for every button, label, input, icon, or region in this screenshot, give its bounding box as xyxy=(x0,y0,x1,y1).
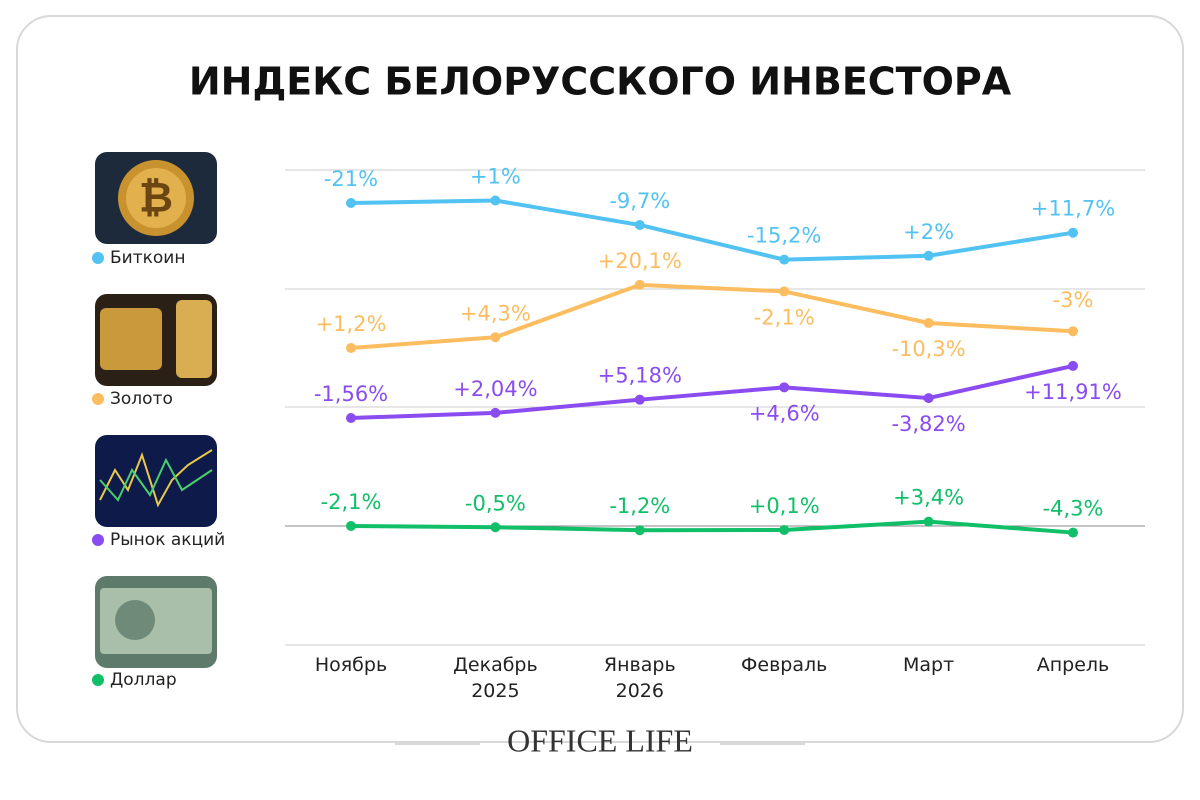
point xyxy=(923,393,934,404)
x-tick-label-box: Январь 2026 xyxy=(603,654,676,702)
point xyxy=(346,198,356,208)
x-tick-label: Апрель xyxy=(1036,654,1110,676)
value-label: +2,04% xyxy=(453,377,537,401)
series-line xyxy=(350,198,1074,262)
point xyxy=(634,394,645,405)
point xyxy=(1068,227,1078,238)
legend-dot xyxy=(92,674,104,686)
point xyxy=(634,525,645,536)
legend-dot xyxy=(92,534,104,546)
legend-label: Доллар xyxy=(110,670,177,690)
point xyxy=(923,516,934,527)
value-label: -3,82% xyxy=(891,412,965,436)
point xyxy=(346,521,356,531)
point xyxy=(779,286,790,297)
point xyxy=(490,195,501,206)
point xyxy=(490,407,501,418)
series-line xyxy=(350,282,1074,350)
point xyxy=(923,250,934,261)
card xyxy=(16,15,1184,743)
series-line xyxy=(350,363,1074,420)
point xyxy=(634,219,645,230)
series-line xyxy=(350,519,1074,535)
value-label: -10,3% xyxy=(891,337,965,361)
value-label: -2,1% xyxy=(754,305,815,329)
point xyxy=(779,382,790,393)
point xyxy=(779,524,790,535)
value-label: -9,7% xyxy=(609,189,670,213)
point xyxy=(634,279,645,290)
value-label: -21% xyxy=(324,167,378,191)
value-label: +4,6% xyxy=(749,401,820,425)
chart-title: ИНДЕКС БЕЛОРУССКОГО ИНВЕСТОРА xyxy=(189,60,1012,104)
value-label: +3,4% xyxy=(893,486,964,510)
x-tick-label-box: Апрель xyxy=(1036,654,1110,676)
thumb-bitcoin: ₿ xyxy=(95,152,217,244)
value-label: +11,7% xyxy=(1031,197,1115,221)
value-label: -4,3% xyxy=(1043,497,1104,521)
value-label: -1,56% xyxy=(314,382,388,406)
value-label: +5,18% xyxy=(598,364,682,388)
source: OFFICE LIFE xyxy=(507,722,693,758)
value-label: -1,2% xyxy=(609,494,670,518)
value-label: +11,91% xyxy=(1024,380,1122,404)
point xyxy=(1068,527,1078,538)
x-tick-label: Ноябрь xyxy=(314,654,388,676)
thumb-dollar xyxy=(95,576,217,668)
legend-dot xyxy=(92,393,104,405)
value-label: +0,1% xyxy=(749,494,820,518)
x-tick-label: Январь 2026 xyxy=(603,654,676,702)
x-tick-label-box: Декабрь 2025 xyxy=(453,654,538,702)
value-label: +1% xyxy=(470,165,521,189)
value-label: +20,1% xyxy=(598,249,682,273)
thumb-stocks xyxy=(95,435,217,527)
point xyxy=(490,522,501,533)
value-label: -0,5% xyxy=(465,491,526,515)
x-tick-label: Март xyxy=(903,654,955,676)
legend-label: Золото xyxy=(110,389,173,409)
x-tick-label-box: Ноябрь xyxy=(314,654,388,676)
point xyxy=(923,317,934,328)
value-label: +1,2% xyxy=(316,312,387,336)
value-label: -2,1% xyxy=(321,490,382,514)
x-tick-label: Февраль xyxy=(741,654,828,676)
point xyxy=(1068,360,1078,371)
legend-label: Рынок акций xyxy=(110,530,225,550)
legend-label: Биткоин xyxy=(110,248,185,268)
x-tick-label-box: Февраль xyxy=(741,654,828,676)
point xyxy=(346,413,356,423)
legend-dot xyxy=(92,252,104,264)
point xyxy=(490,332,501,343)
value-label: -15,2% xyxy=(747,224,821,248)
point xyxy=(779,254,790,265)
x-tick-label: Декабрь 2025 xyxy=(453,654,538,702)
value-label: +2% xyxy=(903,220,954,244)
svg-text:₿: ₿ xyxy=(139,173,173,222)
point xyxy=(1068,326,1078,337)
value-label: +4,3% xyxy=(460,301,531,325)
value-label: -3% xyxy=(1053,288,1094,312)
thumb-gold xyxy=(95,294,217,386)
x-tick-label-box: Март xyxy=(903,654,955,676)
point xyxy=(346,343,356,353)
